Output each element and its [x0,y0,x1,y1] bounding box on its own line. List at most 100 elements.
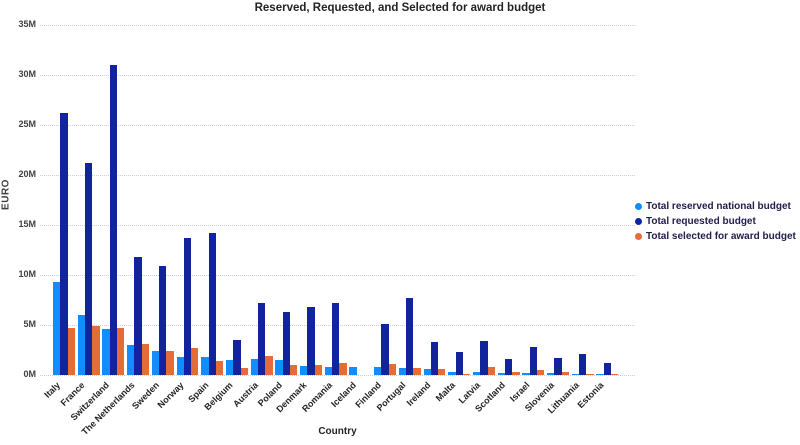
bar-norway[interactable] [191,348,199,375]
bar-spain[interactable] [208,233,216,375]
legend-dot-icon [635,218,642,225]
bar-italy[interactable] [67,328,75,375]
plot-area [40,25,635,376]
bar-israel[interactable] [536,369,545,375]
y-tick-0M: 0M [23,369,36,379]
x-axis-label: Country [318,426,357,437]
bar-romania[interactable] [339,363,347,375]
bar-norway[interactable] [176,357,184,375]
bar-poland[interactable] [282,312,290,375]
bar-romania[interactable] [332,303,340,375]
bar-latvia[interactable] [472,371,481,375]
bar-poland[interactable] [275,360,283,375]
bar-belgium[interactable] [233,340,241,375]
bar-finland[interactable] [381,324,389,375]
bar-iceland[interactable] [349,367,357,375]
bar-belgium[interactable] [225,360,234,375]
bar-the-netherlands[interactable] [134,257,142,375]
bar-israel[interactable] [529,347,537,375]
bar-latvia[interactable] [480,341,488,375]
bar-austria[interactable] [257,303,266,375]
legend-dot-icon [635,233,642,240]
bar-finland[interactable] [388,364,397,375]
legend-dot-icon [635,203,642,210]
bar-lithuania[interactable] [571,373,580,375]
legend-label: Total requested budget [646,216,756,227]
legend-label: Total reserved national budget [646,201,791,212]
bar-portugal[interactable] [406,298,414,375]
x-tick-iceland: Iceland [329,380,359,410]
bar-lithuania[interactable] [586,374,594,375]
bar-switzerland[interactable] [117,328,125,375]
bar-malta[interactable] [448,371,456,375]
bar-spain[interactable] [215,361,224,375]
legend-item-1[interactable]: Total reserved national budget [635,199,796,214]
bar-the-netherlands[interactable] [127,345,135,375]
bar-lithuania[interactable] [579,354,587,375]
gridline-30M [40,75,635,76]
y-tick-30M: 30M [18,69,36,79]
bar-norway[interactable] [183,238,192,375]
y-tick-10M: 10M [18,269,36,279]
bar-portugal[interactable] [398,368,407,375]
gridline-25M [40,125,635,126]
bar-slovenia[interactable] [547,373,555,375]
gridline-35M [40,25,635,26]
bar-slovenia[interactable] [561,371,569,375]
legend-item-2[interactable]: Total requested budget [635,214,796,229]
bar-finland[interactable] [374,367,382,375]
bar-spain[interactable] [201,357,209,375]
bar-switzerland[interactable] [109,65,118,375]
bar-denmark[interactable] [314,365,322,375]
bar-portugal[interactable] [413,367,421,375]
bar-austria[interactable] [250,359,258,375]
y-tick-35M: 35M [18,19,36,29]
bar-ireland[interactable] [423,368,431,375]
bar-scotland[interactable] [497,372,505,375]
legend-label: Total selected for award budget [646,231,796,242]
bar-sweden[interactable] [159,266,167,375]
x-tick-estonia: Estonia [575,380,606,411]
y-tick-15M: 15M [18,219,36,229]
bar-denmark[interactable] [300,366,308,375]
bar-ireland[interactable] [438,368,446,375]
bar-romania[interactable] [324,367,333,375]
bar-ireland[interactable] [430,342,439,375]
bar-the-netherlands[interactable] [141,344,150,375]
bar-italy[interactable] [53,282,61,375]
bar-sweden[interactable] [166,351,174,375]
bar-sweden[interactable] [151,351,160,375]
y-tick-5M: 5M [23,319,36,329]
bar-france[interactable] [92,326,100,375]
x-tick-malta: Malta [433,380,458,404]
legend-item-3[interactable]: Total selected for award budget [635,229,796,244]
bar-scotland[interactable] [504,359,513,375]
bar-switzerland[interactable] [102,329,110,375]
bar-france[interactable] [85,163,93,375]
bar-malta[interactable] [462,373,471,375]
bar-poland[interactable] [289,365,298,375]
x-tick-norway: Norway [155,380,186,411]
bar-estonia[interactable] [596,374,604,375]
legend: Total reserved national budget Total requ… [635,199,796,244]
bar-estonia[interactable] [603,363,612,375]
x-tick-austria: Austria [230,380,260,410]
bar-estonia[interactable] [611,373,619,375]
x-tick-italy: Italy [42,380,63,400]
gridline-20M [40,175,635,176]
bar-israel[interactable] [522,372,530,375]
gridline-10M [40,275,635,276]
bar-belgium[interactable] [240,368,248,375]
chart-title: Reserved, Requested, and Selected for aw… [254,2,546,14]
y-tick-25M: 25M [18,119,36,129]
x-axis-tick-labels: Italy France Switzerland The Netherlands Swe… [40,377,635,437]
bar-scotland[interactable] [512,372,520,375]
x-tick-ireland: Ireland [404,380,433,408]
bar-slovenia[interactable] [554,358,562,375]
bar-latvia[interactable] [487,367,495,375]
bar-denmark[interactable] [307,307,315,375]
bar-italy[interactable] [60,113,68,375]
bar-france[interactable] [77,315,86,375]
bar-austria[interactable] [265,356,273,375]
bar-malta[interactable] [455,352,463,375]
